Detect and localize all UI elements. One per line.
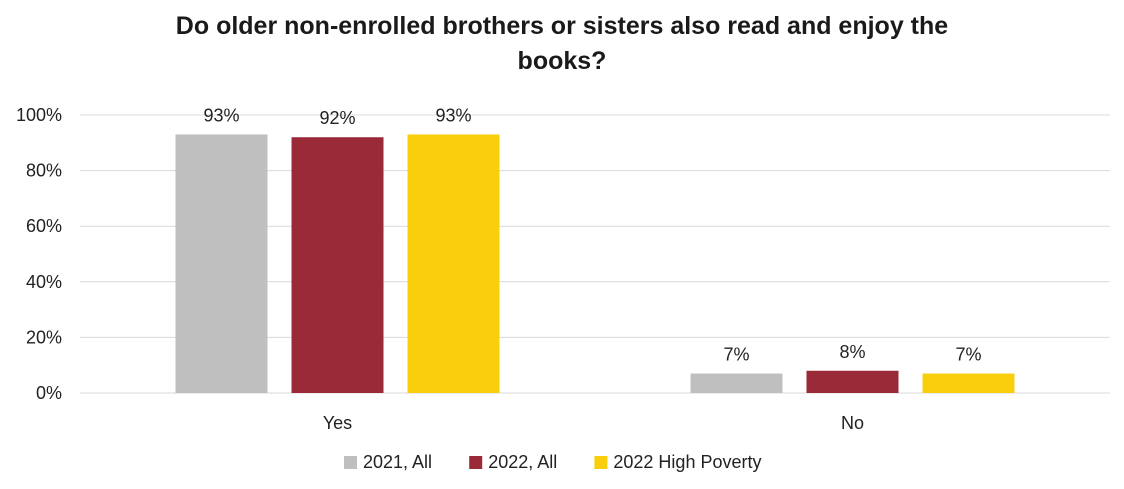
bar: [291, 137, 384, 393]
legend: 2021, All 2022, All 2022 High Poverty: [344, 452, 761, 472]
y-tick-label: 20%: [26, 327, 62, 347]
bar: [922, 373, 1015, 393]
data-label: 8%: [839, 342, 865, 362]
chart-title-line-2: books?: [518, 47, 607, 75]
legend-label: 2022, All: [488, 452, 557, 472]
x-category-label: Yes: [323, 413, 352, 433]
y-tick-label: 80%: [26, 161, 62, 181]
y-tick-label: 40%: [26, 272, 62, 292]
data-label: 93%: [203, 105, 239, 125]
y-axis-ticks: 0% 20% 40% 60% 80% 100%: [16, 105, 62, 403]
data-labels: 93% 92% 93% 7% 8% 7%: [203, 105, 981, 364]
bar: [175, 134, 268, 393]
bar: [407, 134, 500, 393]
bar: [690, 373, 783, 393]
chart-title-line-1: Do older non-enrolled brothers or sister…: [176, 12, 948, 40]
data-label: 7%: [955, 345, 981, 365]
x-axis-categories: Yes No: [323, 413, 864, 433]
legend-swatch: [594, 456, 608, 469]
y-tick-label: 60%: [26, 216, 62, 236]
data-label: 7%: [723, 345, 749, 365]
legend-swatch: [469, 456, 483, 469]
legend-label: 2022 High Poverty: [613, 452, 761, 472]
x-category-label: No: [841, 413, 864, 433]
bars: [175, 134, 1015, 393]
data-label: 92%: [319, 108, 355, 128]
chart-title: Do older non-enrolled brothers or sister…: [176, 12, 948, 75]
y-tick-label: 100%: [16, 105, 62, 125]
data-label: 93%: [435, 105, 471, 125]
legend-swatch: [344, 456, 357, 469]
legend-label: 2021, All: [363, 452, 432, 472]
y-tick-label: 0%: [36, 383, 62, 403]
bar: [806, 370, 899, 393]
